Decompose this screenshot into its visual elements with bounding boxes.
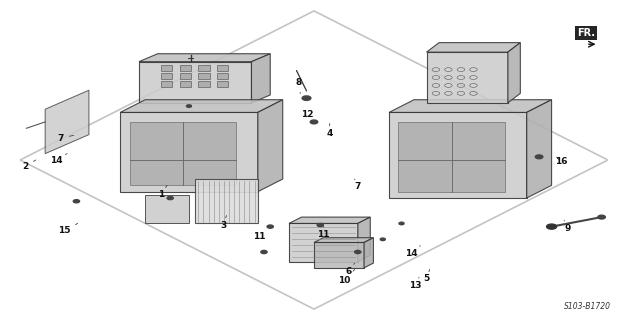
- Circle shape: [355, 251, 361, 253]
- Polygon shape: [314, 243, 364, 268]
- Circle shape: [267, 225, 273, 228]
- Polygon shape: [358, 217, 371, 261]
- Text: 11: 11: [317, 225, 330, 239]
- Polygon shape: [389, 100, 551, 112]
- Bar: [195, 179, 257, 223]
- Text: 14: 14: [50, 154, 67, 164]
- Circle shape: [167, 196, 173, 200]
- Bar: [161, 66, 172, 71]
- Circle shape: [598, 215, 605, 219]
- Polygon shape: [508, 43, 521, 103]
- Text: 14: 14: [404, 246, 420, 258]
- Text: 8: 8: [296, 78, 302, 93]
- Polygon shape: [120, 112, 257, 192]
- Bar: [161, 73, 172, 79]
- Text: 4: 4: [327, 124, 333, 138]
- Bar: [180, 81, 191, 87]
- Polygon shape: [45, 90, 89, 154]
- Circle shape: [317, 223, 323, 227]
- Polygon shape: [526, 100, 551, 198]
- Text: 11: 11: [252, 228, 270, 241]
- Circle shape: [261, 251, 267, 253]
- Bar: [217, 66, 229, 71]
- Circle shape: [535, 155, 543, 159]
- Text: 10: 10: [338, 269, 355, 285]
- Text: FR.: FR.: [577, 28, 595, 38]
- Text: 2: 2: [22, 160, 36, 171]
- Polygon shape: [139, 62, 251, 103]
- Circle shape: [399, 222, 404, 225]
- Polygon shape: [289, 223, 358, 261]
- Bar: [198, 81, 210, 87]
- Text: 6: 6: [345, 263, 355, 276]
- Text: S103-B1720: S103-B1720: [564, 302, 611, 311]
- Text: 7: 7: [355, 179, 361, 191]
- Polygon shape: [257, 100, 283, 192]
- Bar: [129, 122, 236, 185]
- Text: 3: 3: [220, 215, 227, 229]
- Circle shape: [381, 238, 385, 241]
- Polygon shape: [139, 54, 270, 62]
- Text: 13: 13: [409, 277, 421, 290]
- Polygon shape: [251, 54, 270, 103]
- Bar: [198, 73, 210, 79]
- Circle shape: [73, 200, 80, 203]
- Circle shape: [546, 224, 556, 229]
- Polygon shape: [289, 217, 371, 223]
- Polygon shape: [314, 238, 374, 243]
- Text: 16: 16: [555, 157, 567, 166]
- Bar: [180, 66, 191, 71]
- Polygon shape: [389, 112, 526, 198]
- Text: 1: 1: [158, 185, 167, 199]
- Bar: [145, 195, 189, 223]
- Bar: [217, 81, 229, 87]
- Text: 12: 12: [301, 109, 317, 122]
- Polygon shape: [426, 43, 521, 52]
- Text: 5: 5: [423, 269, 430, 284]
- Bar: [198, 66, 210, 71]
- Circle shape: [302, 96, 311, 100]
- Polygon shape: [120, 100, 283, 112]
- Bar: [180, 73, 191, 79]
- Bar: [161, 81, 172, 87]
- Text: 15: 15: [58, 223, 78, 235]
- Circle shape: [310, 120, 318, 124]
- Bar: [398, 122, 505, 192]
- Circle shape: [187, 105, 192, 107]
- Polygon shape: [364, 238, 374, 268]
- Bar: [217, 73, 229, 79]
- Text: 9: 9: [564, 220, 571, 233]
- Polygon shape: [426, 52, 508, 103]
- Text: 7: 7: [58, 134, 73, 143]
